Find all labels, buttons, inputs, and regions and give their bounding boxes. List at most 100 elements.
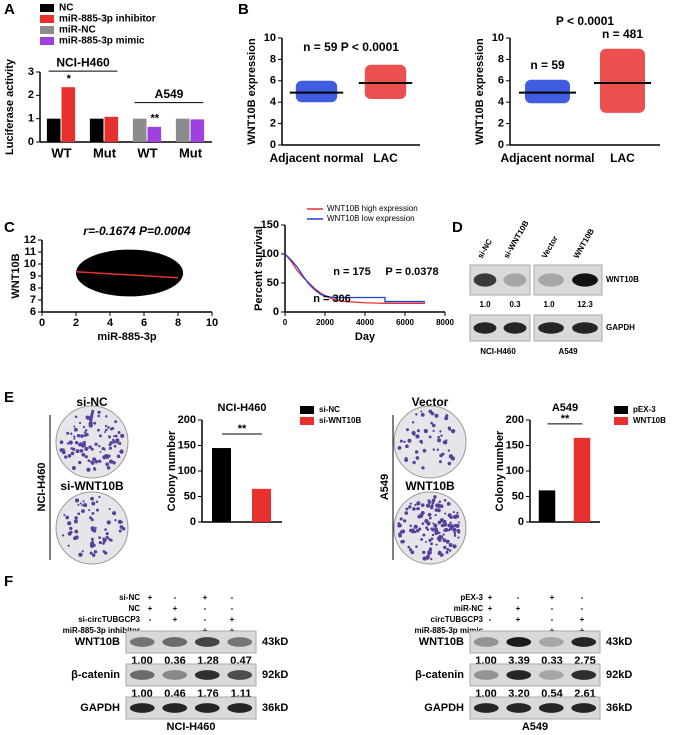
- x-tick-label: 2000: [316, 318, 334, 327]
- y-axis-label: WNT10B expression: [246, 38, 258, 145]
- colony: [70, 432, 73, 435]
- colony: [106, 466, 111, 470]
- y-tick-label: 7: [30, 294, 36, 306]
- band: [571, 637, 597, 647]
- colony: [426, 521, 430, 525]
- colony: [437, 438, 442, 443]
- colony: [74, 441, 79, 445]
- y-tick-label: 100: [261, 248, 279, 260]
- protein-label: WNT10B: [75, 636, 120, 648]
- kd-label: 92kD: [606, 669, 632, 681]
- colony: [73, 519, 78, 524]
- colony: [91, 511, 95, 515]
- legend-swatch: [614, 417, 628, 425]
- colony: [102, 455, 107, 460]
- colony: [444, 527, 449, 532]
- x-axis-label: Day: [355, 331, 376, 343]
- colony: [452, 514, 458, 520]
- colony: [450, 428, 456, 434]
- colony: [428, 435, 432, 439]
- treatment-mark: -: [489, 615, 492, 624]
- colony: [78, 421, 82, 425]
- colony: [117, 455, 121, 459]
- colony: [70, 451, 75, 456]
- colony: [108, 507, 111, 510]
- colony: [418, 513, 424, 518]
- colony: [78, 443, 82, 447]
- legend-label: miR-885-3p mimic: [59, 36, 145, 47]
- y-tick-label: 150: [261, 219, 279, 231]
- y-tick-label: 10: [492, 32, 504, 44]
- colony: [81, 550, 84, 553]
- colony: [97, 410, 101, 414]
- point-cloud: [76, 249, 184, 297]
- band: [129, 703, 155, 713]
- band: [162, 670, 188, 680]
- legend-label: WNT10B high expression: [327, 204, 418, 213]
- colony: [88, 421, 93, 426]
- colony: [440, 519, 444, 523]
- kd-label: 36kD: [606, 702, 632, 714]
- colony: [404, 511, 409, 515]
- colony: [405, 444, 409, 449]
- colony: [107, 426, 110, 429]
- y-tick-label: 8: [30, 282, 36, 294]
- y-tick-label: 1: [28, 113, 34, 125]
- colony: [88, 509, 91, 512]
- colony: [107, 454, 111, 458]
- colony: [420, 503, 425, 508]
- colony: [91, 501, 96, 506]
- y-tick-label: 6: [30, 306, 36, 318]
- colony: [104, 424, 108, 428]
- colony: [401, 529, 406, 534]
- colony: [84, 455, 88, 459]
- colony: [98, 536, 101, 540]
- y-tick-label: 10: [264, 32, 276, 44]
- lane-label: si-WNT10B: [502, 219, 531, 260]
- colony: [90, 496, 94, 501]
- colony: [452, 511, 455, 514]
- colony: [102, 550, 106, 553]
- colony: [79, 502, 82, 505]
- colony: [425, 503, 431, 508]
- colony: [86, 467, 91, 472]
- bar: [573, 437, 591, 522]
- treatment-mark: -: [231, 604, 234, 613]
- treatment-mark: -: [551, 615, 554, 624]
- colony: [444, 512, 447, 515]
- colony: [426, 528, 430, 531]
- colony: [415, 413, 418, 416]
- condition-label: WNT10B: [405, 479, 455, 493]
- bar: [538, 490, 556, 522]
- kd-label: 36kD: [262, 702, 288, 714]
- colony: [102, 539, 107, 543]
- colony: [102, 542, 105, 545]
- colony: [430, 537, 434, 541]
- y-tick-label: 6: [270, 75, 276, 87]
- band: [503, 322, 527, 334]
- colony: [99, 450, 102, 453]
- cell-label: A549: [522, 721, 548, 733]
- band: [572, 322, 598, 334]
- treatment-label: pEX-3: [460, 593, 483, 602]
- colony: [89, 543, 95, 548]
- band: [538, 703, 564, 713]
- y-tick-label: 10: [24, 258, 36, 270]
- cell-label: NCI-H460: [36, 463, 48, 512]
- cell-label: NCI-H460: [167, 721, 216, 733]
- band: [227, 637, 253, 647]
- colony: [432, 498, 436, 502]
- colony: [82, 425, 86, 429]
- colony: [452, 527, 457, 532]
- colony: [104, 430, 107, 434]
- bar: [252, 488, 271, 522]
- blot: [469, 663, 601, 687]
- colony: [67, 544, 70, 547]
- colony: [405, 428, 409, 432]
- bar: [147, 126, 162, 142]
- colony: [427, 512, 432, 517]
- treatment-mark: +: [148, 604, 153, 613]
- colony: [77, 512, 81, 516]
- y-tick-label: 150: [178, 439, 196, 451]
- ratio: 1.0: [543, 300, 555, 309]
